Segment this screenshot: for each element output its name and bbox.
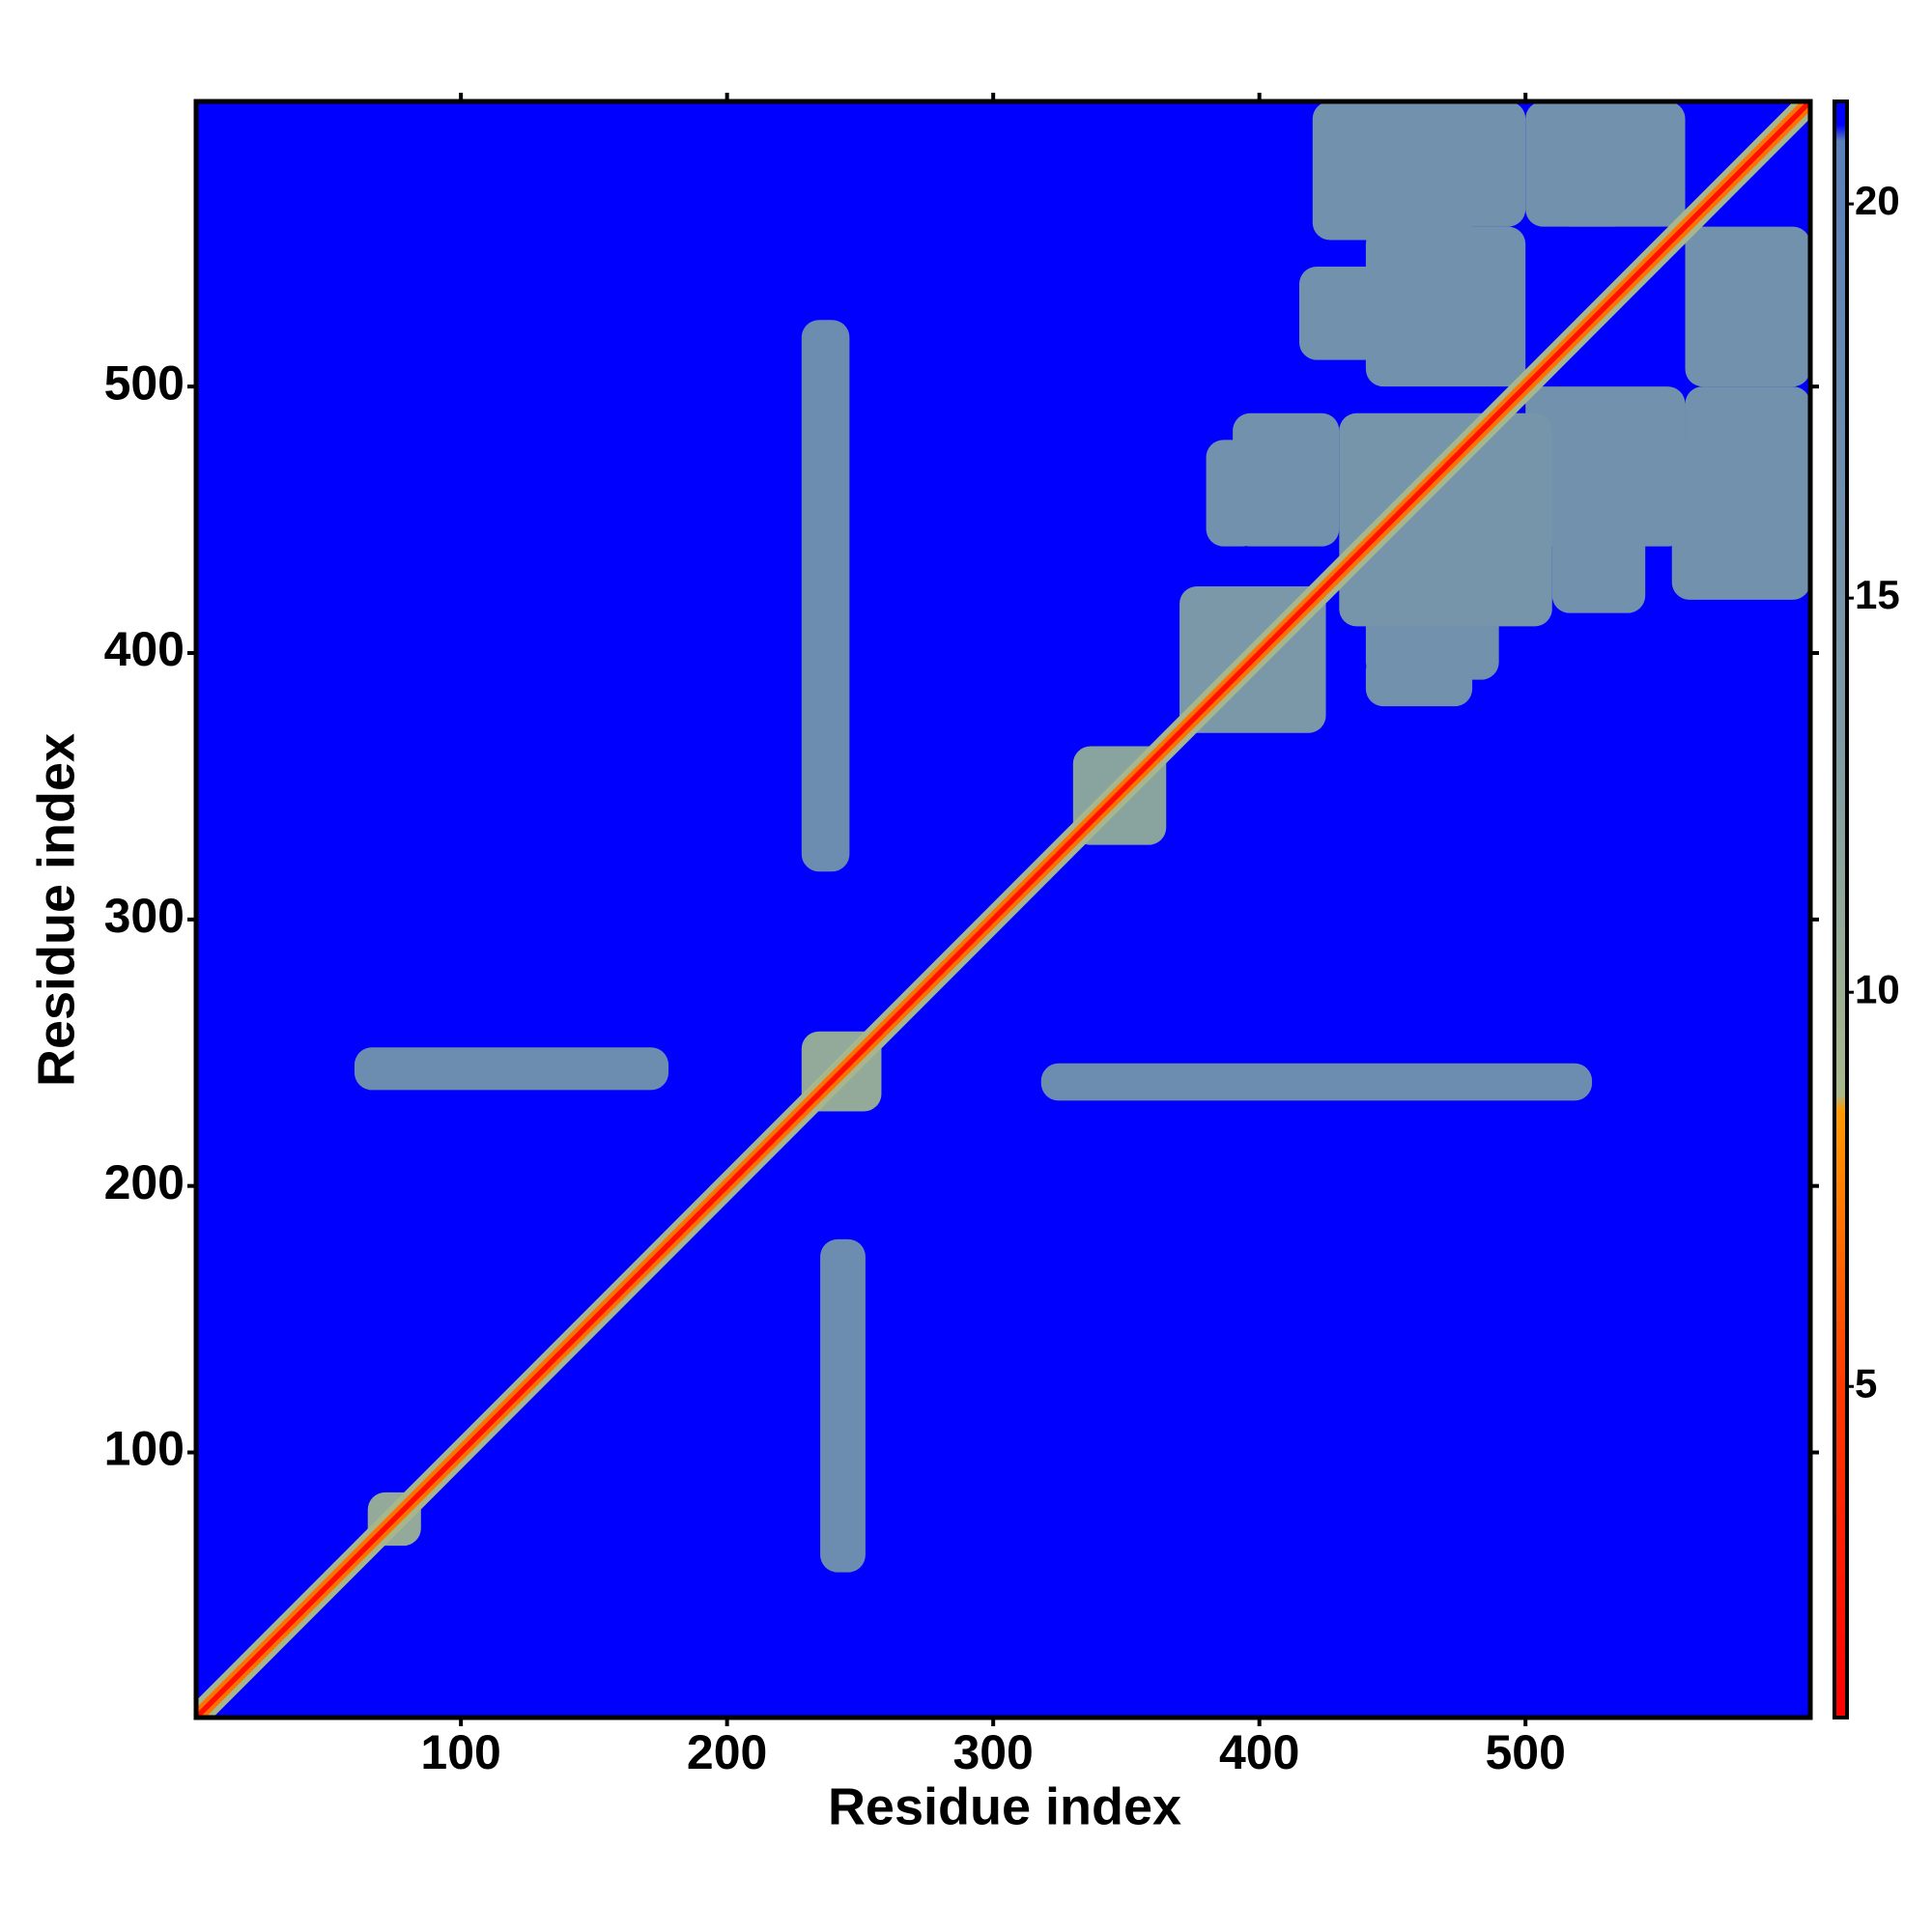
heatmap-cell-block bbox=[1040, 1063, 1593, 1101]
x-axis-title: Residue index bbox=[828, 1777, 1181, 1835]
x-tick-label: 300 bbox=[952, 1725, 1033, 1779]
x-tick-label: 100 bbox=[420, 1725, 500, 1779]
plot-frame bbox=[193, 99, 1813, 1720]
x-tick-label: 400 bbox=[1219, 1725, 1299, 1779]
heatmap-cell-block bbox=[820, 1238, 866, 1573]
heatmap-cell-block bbox=[1551, 440, 1646, 613]
colorbar-tick-label: 10 bbox=[1855, 966, 1900, 1011]
y-tick-label: 300 bbox=[104, 889, 185, 943]
y-tick-label: 400 bbox=[104, 622, 185, 676]
heatmap-cell-block bbox=[354, 1047, 669, 1091]
heatmap-cell-block bbox=[1685, 226, 1810, 387]
heatmap-cell-block bbox=[1365, 652, 1473, 707]
colorbar-tick-label: 20 bbox=[1855, 178, 1900, 223]
y-tick-label: 200 bbox=[104, 1155, 185, 1209]
colorbar-tick-label: 5 bbox=[1855, 1360, 1877, 1406]
colorbar bbox=[1833, 99, 1849, 1719]
x-tick-label: 500 bbox=[1485, 1725, 1565, 1779]
heatmap-cell-block bbox=[1312, 101, 1473, 241]
heatmap bbox=[196, 101, 1810, 1718]
heatmap-cell-block bbox=[1233, 412, 1340, 547]
heatmap-cell-block bbox=[1339, 412, 1552, 627]
heatmap-cell-block bbox=[1525, 101, 1686, 227]
y-axis-title: Residue index bbox=[27, 733, 85, 1087]
x-tick-label: 200 bbox=[687, 1725, 767, 1779]
heatmap-cell-block bbox=[1671, 440, 1810, 600]
y-tick-label: 100 bbox=[104, 1422, 185, 1476]
heatmap-cell-block bbox=[1206, 440, 1260, 547]
y-tick-label: 500 bbox=[104, 355, 185, 410]
diagonal-band bbox=[196, 101, 1810, 1718]
heatmap-cell-block bbox=[1299, 267, 1473, 360]
heatmap-cell-block bbox=[801, 320, 850, 872]
colorbar-tick-label: 15 bbox=[1855, 572, 1900, 617]
